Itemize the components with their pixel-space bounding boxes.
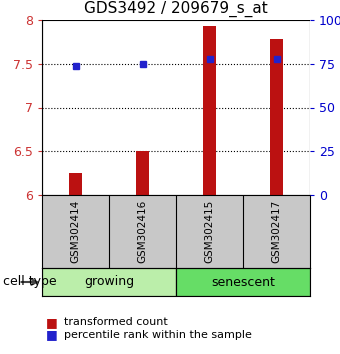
Bar xyxy=(42,268,176,296)
Text: cell type: cell type xyxy=(3,275,57,289)
Text: senescent: senescent xyxy=(211,275,275,289)
Text: GSM302414: GSM302414 xyxy=(70,200,81,263)
Text: percentile rank within the sample: percentile rank within the sample xyxy=(64,330,252,339)
Text: GSM302415: GSM302415 xyxy=(204,200,215,263)
Bar xyxy=(69,173,82,195)
Bar xyxy=(203,26,216,195)
Text: GSM302417: GSM302417 xyxy=(272,200,282,263)
Bar xyxy=(136,151,149,195)
Title: GDS3492 / 209679_s_at: GDS3492 / 209679_s_at xyxy=(84,1,268,17)
Bar xyxy=(176,268,310,296)
Text: transformed count: transformed count xyxy=(64,317,168,327)
Bar xyxy=(271,39,283,195)
Text: ■: ■ xyxy=(46,328,57,341)
Text: ■: ■ xyxy=(46,316,57,329)
Text: GSM302416: GSM302416 xyxy=(137,200,148,263)
Text: growing: growing xyxy=(84,275,134,289)
